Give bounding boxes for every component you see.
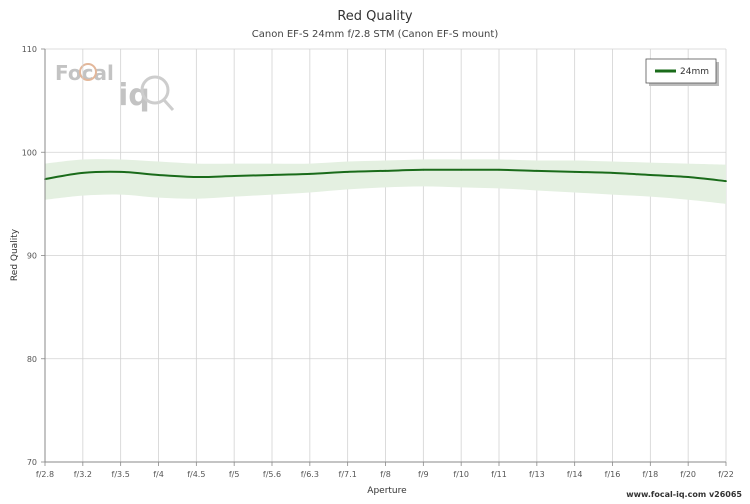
error-band-layer <box>45 159 726 204</box>
data-point <box>422 168 425 171</box>
data-point <box>157 174 160 176</box>
x-tick-label: f/5 <box>229 470 240 479</box>
data-point <box>271 174 273 176</box>
legend[interactable]: 24mm <box>645 58 719 86</box>
x-tick-label: f/2.8 <box>36 470 54 479</box>
x-tick-label: f/3.2 <box>74 470 92 479</box>
series-line-layer <box>44 168 727 183</box>
footer-credit: www.focal-iq.com v26065 <box>626 490 742 499</box>
data-point <box>81 172 84 174</box>
x-tick-label: f/4.5 <box>187 470 205 479</box>
x-tick-label: f/4 <box>153 470 164 479</box>
data-point <box>233 175 236 177</box>
watermark-lens-icon <box>79 63 97 81</box>
y-axis-title: Red Quality <box>10 228 20 281</box>
data-point <box>384 169 387 172</box>
data-point <box>687 176 690 178</box>
x-tick-label: f/6.3 <box>301 470 319 479</box>
x-tick-label: f/9 <box>418 470 429 479</box>
data-point <box>195 176 198 178</box>
y-tick-labels: 70 80 90 100 110 <box>22 45 37 467</box>
x-tick-labels: f/2.8 f/3.2 f/3.5 f/4 f/4.5 f/5 f/5.6 f/6.3 f/7.… <box>36 470 734 479</box>
y-tick-label: 80 <box>27 355 37 364</box>
x-tick-label: f/3.5 <box>112 470 130 479</box>
data-point <box>649 174 652 176</box>
x-tick-label: f/10 <box>453 470 469 479</box>
chart-title: Red Quality <box>337 9 413 24</box>
watermark-magnifier-handle <box>162 98 175 112</box>
error-band <box>45 159 726 204</box>
y-tick-label: 110 <box>22 45 37 54</box>
data-point <box>119 170 122 173</box>
data-point <box>573 170 576 173</box>
x-tick-label: f/5.6 <box>263 470 281 479</box>
y-tick-label: 90 <box>27 252 37 261</box>
legend-label: 24mm <box>680 67 709 77</box>
y-tick-label: 70 <box>27 458 37 467</box>
x-tick-label: f/8 <box>380 470 391 479</box>
x-tick-label: f/22 <box>718 470 734 479</box>
data-point <box>460 168 463 171</box>
data-point <box>308 173 311 175</box>
grid <box>44 48 727 463</box>
axes <box>41 48 727 466</box>
chart-subtitle: Canon EF-S 24mm f/2.8 STM (Canon EF-S mo… <box>252 29 499 40</box>
x-axis-title: Aperture <box>367 486 407 496</box>
x-tick-label: f/13 <box>529 470 545 479</box>
data-point <box>725 180 727 183</box>
focal-iq-watermark: Focal iq <box>55 61 175 113</box>
data-point <box>611 172 614 174</box>
data-point <box>535 169 538 172</box>
data-point <box>346 170 349 173</box>
x-tick-label: f/18 <box>642 470 658 479</box>
x-tick-label: f/11 <box>491 470 507 479</box>
data-point <box>498 168 500 171</box>
x-tick-label: f/16 <box>605 470 621 479</box>
x-tick-label: f/14 <box>567 470 583 479</box>
y-tick-label: 100 <box>22 148 37 157</box>
x-tick-label: f/20 <box>680 470 696 479</box>
watermark-magnifier-icon <box>140 75 170 105</box>
x-tick-label: f/7.1 <box>339 470 357 479</box>
